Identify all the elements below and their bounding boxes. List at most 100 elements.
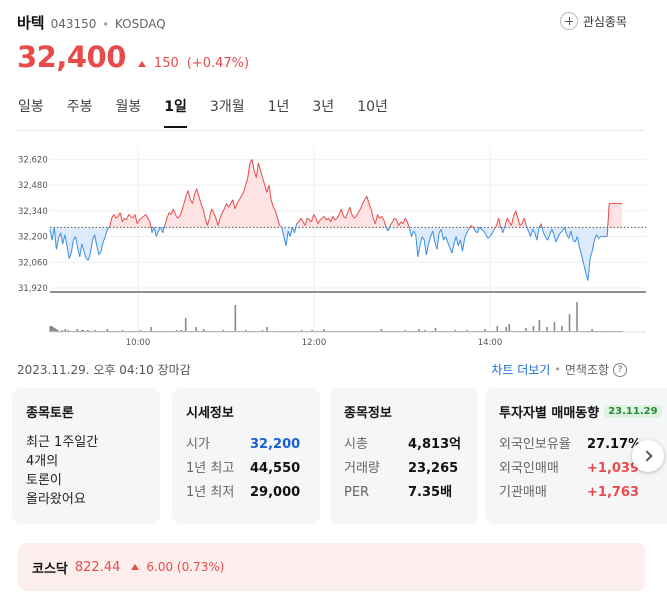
price-line-segment — [398, 221, 402, 226]
triangle-up-icon — [137, 61, 146, 67]
volume-bar — [64, 329, 67, 332]
volume-bar — [266, 327, 268, 332]
question-icon[interactable]: ? — [613, 362, 627, 377]
y-tick-label: 32,480 — [18, 181, 48, 191]
market-index-bar[interactable]: 코스닥 822.44 6.00 (0.73%) — [18, 543, 645, 591]
price-line-segment — [383, 219, 387, 228]
investor-row: 외국인보유율 27.17% — [499, 433, 667, 457]
price-line-segment — [547, 234, 551, 241]
price-line-segment — [411, 230, 415, 237]
tab-10-years[interactable]: 10년 — [357, 99, 388, 115]
tab-3-years[interactable]: 3년 — [312, 99, 335, 115]
more-chart-link[interactable]: 차트 더보기 — [491, 363, 551, 377]
price-line-segment — [506, 217, 510, 223]
volume-bar — [52, 327, 55, 332]
tab-3-months[interactable]: 3개월 — [209, 99, 245, 115]
tab-1-day[interactable]: 1일 — [164, 96, 187, 128]
price-line-segment — [498, 218, 502, 228]
intraday-price-chart[interactable]: 32,620 32,480 32,340 32,200 32,060 31,920 10:0… — [0, 140, 667, 355]
tab-daily-candle[interactable]: 일봉 — [18, 99, 44, 115]
investor-row: 기관매매 +1,763 — [499, 481, 667, 505]
volume-bar — [67, 330, 70, 332]
volume-bar — [505, 327, 508, 332]
price-line-segment — [387, 225, 391, 232]
price-line-segment — [517, 218, 521, 226]
price-line-segment — [126, 214, 130, 221]
y-tick-label: 32,620 — [18, 155, 48, 165]
add-watchlist-button[interactable]: 관심종목 — [559, 12, 627, 30]
price-line-segment — [279, 225, 283, 228]
price-line-segment — [347, 206, 351, 213]
tab-weekly-candle[interactable]: 주봉 — [66, 99, 93, 115]
quote-row: 1년 최저 29,000 — [186, 481, 306, 505]
price-line-segment — [523, 218, 527, 226]
volume-bar — [121, 330, 124, 332]
price-line-segment — [455, 236, 459, 246]
price-line-segment — [525, 225, 529, 232]
volume-bar — [87, 330, 89, 332]
info-key: 거래량 — [344, 461, 380, 476]
tab-1-year[interactable]: 1년 — [267, 99, 290, 115]
volume-bar — [50, 326, 53, 332]
price-line-segment — [334, 217, 338, 221]
price-line-segment — [81, 243, 85, 252]
price-line-segment — [204, 218, 208, 226]
price-line-segment — [253, 170, 257, 178]
price-line-segment — [208, 208, 213, 219]
quote-key: 1년 최고 — [186, 461, 235, 476]
disclaimer-link[interactable]: 면책조항 — [564, 363, 609, 377]
volume-bar — [184, 318, 187, 332]
price-line-segment — [449, 247, 453, 254]
price-line-segment — [470, 225, 474, 228]
price-line-segment — [58, 232, 62, 239]
period-tabs: 일봉 주봉 월봉 1일 3개월 1년 3년 10년 — [18, 96, 411, 128]
price-line-segment — [370, 208, 374, 219]
index-change: 6.00 (0.73%) — [146, 560, 225, 574]
price-line-segment — [485, 234, 489, 239]
price-line-segment — [270, 199, 274, 208]
volume-bar — [180, 330, 182, 332]
investor-trend-card[interactable]: 투자자별 매매동향 23.11.29 외국인보유율 27.17% 외국인매매 +… — [485, 388, 667, 524]
card-title-row: 투자자별 매매동향 23.11.29 — [499, 402, 667, 421]
price-line-segment — [191, 194, 196, 204]
price-line-segment — [240, 192, 244, 197]
separator-dot: • — [554, 363, 561, 376]
quote-value: 44,550 — [250, 461, 301, 476]
price-line-segment — [147, 217, 151, 223]
quote-card[interactable]: 시세정보 시가 32,200 1년 최고 44,550 1년 최저 29,000 — [172, 388, 320, 524]
price-line-segment — [315, 217, 319, 224]
volume-bar — [195, 327, 198, 332]
volume-bar — [311, 330, 313, 332]
tabs-divider — [17, 130, 645, 131]
price-line-segment — [479, 226, 482, 230]
price-line-segment — [362, 199, 366, 204]
price-line-segment — [481, 228, 485, 232]
stock-header: 바텍 043150 • KOSDAQ — [17, 12, 166, 33]
price-line-segment — [440, 229, 444, 241]
area-above-baseline — [50, 159, 622, 228]
x-tick-label: 10:00 — [126, 338, 151, 348]
price-line-segment — [251, 159, 255, 171]
price-line-segment — [483, 230, 487, 235]
price-line-segment — [476, 227, 480, 234]
investor-key: 외국인보유율 — [499, 437, 571, 452]
volume-bar — [484, 329, 487, 332]
carousel-next-button[interactable] — [632, 440, 664, 472]
price-line-segment — [232, 199, 236, 210]
price-line-segment — [272, 206, 276, 212]
meta-links: 차트 더보기 • 면책조항 ? — [491, 361, 627, 378]
market-close-timestamp: 2023.11.29. 오후 04:10 장마감 — [17, 363, 191, 377]
discussion-card[interactable]: 종목토론 최근 1주일간 4개의 토론이 올라왔어요 — [12, 388, 160, 524]
price-line-segment — [60, 232, 64, 244]
price-line-segment — [183, 195, 187, 204]
price-line-segment — [581, 254, 585, 265]
volume-bar — [561, 326, 563, 332]
tab-monthly-candle[interactable]: 월봉 — [115, 99, 142, 115]
volume-bar — [150, 327, 152, 332]
price-line-segment — [464, 232, 468, 239]
stock-info-card[interactable]: 종목정보 시총 4,813억 거래량 23,265 PER 7.35배 — [330, 388, 478, 524]
info-value: 7.35배 — [408, 485, 453, 500]
volume-bar — [454, 330, 456, 332]
price-line-segment — [151, 227, 155, 234]
investor-key: 기관매매 — [499, 485, 547, 500]
